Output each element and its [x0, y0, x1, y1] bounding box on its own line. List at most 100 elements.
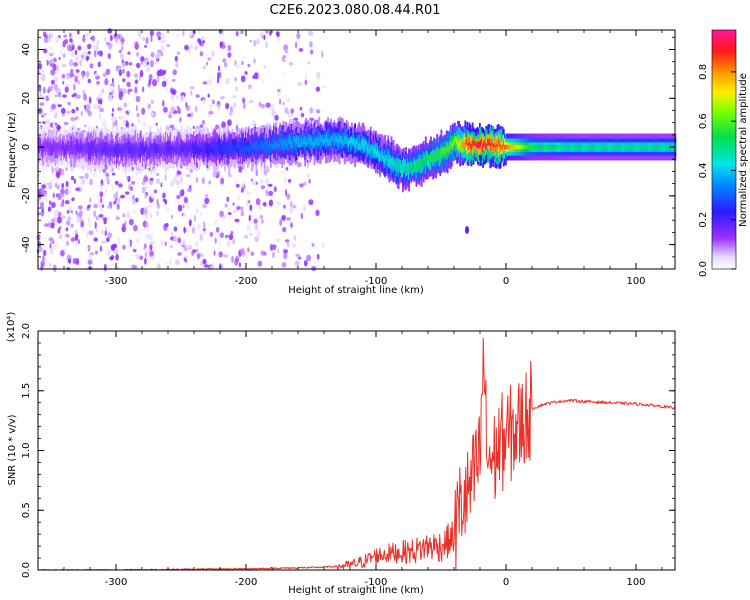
- noise-speck: [315, 209, 320, 216]
- noise-speck: [257, 260, 263, 267]
- ridge-cell: [124, 144, 127, 153]
- noise-speck: [295, 253, 300, 257]
- noise-speck: [134, 41, 139, 45]
- snr-series-line: [37, 337, 676, 571]
- noise-speck: [275, 31, 280, 37]
- ridge-cell: [173, 148, 175, 155]
- ridge-cell: [387, 148, 390, 167]
- ridge-cell: [259, 140, 262, 146]
- ridge-cell: [220, 147, 222, 154]
- noise-speck: [203, 65, 206, 70]
- ridge-cell: [334, 134, 337, 141]
- ridge-cell: [467, 143, 470, 151]
- noise-speck: [57, 228, 61, 234]
- ridge-cell: [368, 139, 371, 151]
- noise-speck: [66, 210, 70, 214]
- ridge-cell: [640, 144, 642, 150]
- noise-speck: [125, 226, 128, 231]
- noise-speck: [250, 178, 253, 182]
- ridge-cell: [94, 146, 96, 153]
- noise-speck: [59, 50, 63, 55]
- x-tick-label: -300: [105, 577, 128, 588]
- ridge-cell: [337, 139, 340, 148]
- ridge-cell: [263, 142, 266, 151]
- ridge-cell: [551, 144, 554, 150]
- noise-speck: [75, 187, 80, 191]
- ridge-cell: [200, 146, 202, 153]
- ridge-cell: [584, 144, 586, 150]
- ridge-cell: [517, 144, 520, 150]
- ridge-cell: [583, 144, 585, 150]
- ridge-cell: [358, 134, 361, 151]
- noise-speck: [194, 45, 198, 51]
- ridge-cell: [102, 146, 105, 154]
- colorbar-gradient: [712, 30, 736, 269]
- ridge-cell: [84, 146, 87, 153]
- noise-speck: [277, 248, 280, 254]
- noise-speck: [52, 192, 55, 199]
- ridge-cell: [612, 144, 614, 150]
- noise-speck: [72, 44, 75, 51]
- noise-speck: [99, 191, 104, 198]
- noise-speck: [248, 232, 253, 237]
- noise-speck: [136, 113, 140, 118]
- noise-speck: [62, 53, 66, 59]
- noise-speck: [170, 105, 175, 113]
- ridge-cell: [165, 146, 168, 153]
- noise-speck: [66, 75, 70, 80]
- ridge-cell: [470, 143, 473, 151]
- noise-speck: [180, 176, 183, 184]
- ridge-cell: [246, 145, 248, 151]
- ridge-cell: [460, 139, 462, 152]
- ridge-cell: [601, 144, 604, 150]
- ridge-cell: [177, 146, 180, 154]
- noise-speck: [52, 63, 57, 72]
- noise-speck: [67, 207, 71, 211]
- ridge-cell: [652, 144, 655, 150]
- ridge-cell: [599, 144, 602, 150]
- noise-speck: [263, 34, 266, 40]
- noise-speck: [208, 110, 214, 115]
- ridge-cell: [484, 140, 486, 147]
- ridge-cell: [562, 144, 564, 150]
- ridge-cell: [309, 134, 312, 142]
- ridge-cell: [105, 147, 108, 156]
- noise-speck: [249, 204, 253, 211]
- ridge-cell: [476, 141, 479, 149]
- colorbar-tick-label: 0.6: [698, 113, 709, 129]
- ridge-cell: [423, 152, 426, 165]
- ridge-cell: [455, 136, 457, 142]
- ridge-cell: [204, 142, 207, 148]
- ridge-cell: [80, 143, 83, 151]
- noise-speck: [161, 182, 164, 186]
- ridge-cell: [493, 142, 496, 147]
- ridge-cell: [391, 158, 394, 165]
- noise-speck: [61, 63, 67, 68]
- ridge-cell: [378, 151, 380, 158]
- ridge-cell: [496, 143, 499, 151]
- noise-speck: [58, 92, 61, 98]
- noise-speck: [150, 112, 155, 117]
- ridge-cell: [451, 136, 454, 150]
- noise-speck: [283, 253, 288, 260]
- noise-speck: [54, 182, 58, 189]
- noise-speck: [219, 95, 225, 100]
- noise-speck: [156, 172, 160, 177]
- noise-speck: [248, 214, 251, 222]
- noise-speck: [51, 201, 56, 209]
- ridge-cell: [55, 143, 58, 159]
- ridge-cell: [483, 140, 485, 148]
- x-tick-label: -200: [235, 577, 258, 588]
- ridge-cell: [437, 147, 440, 159]
- noise-speck: [74, 49, 78, 56]
- noise-speck: [227, 52, 232, 58]
- ridge-cell: [282, 141, 285, 150]
- ridge-cell: [544, 144, 547, 150]
- ridge-cell: [647, 144, 650, 150]
- ridge-cell: [123, 144, 126, 151]
- noise-speck: [173, 235, 178, 243]
- ridge-cell: [108, 146, 111, 153]
- noise-speck: [76, 216, 81, 224]
- ridge-cell: [87, 142, 90, 161]
- noise-speck: [182, 30, 185, 37]
